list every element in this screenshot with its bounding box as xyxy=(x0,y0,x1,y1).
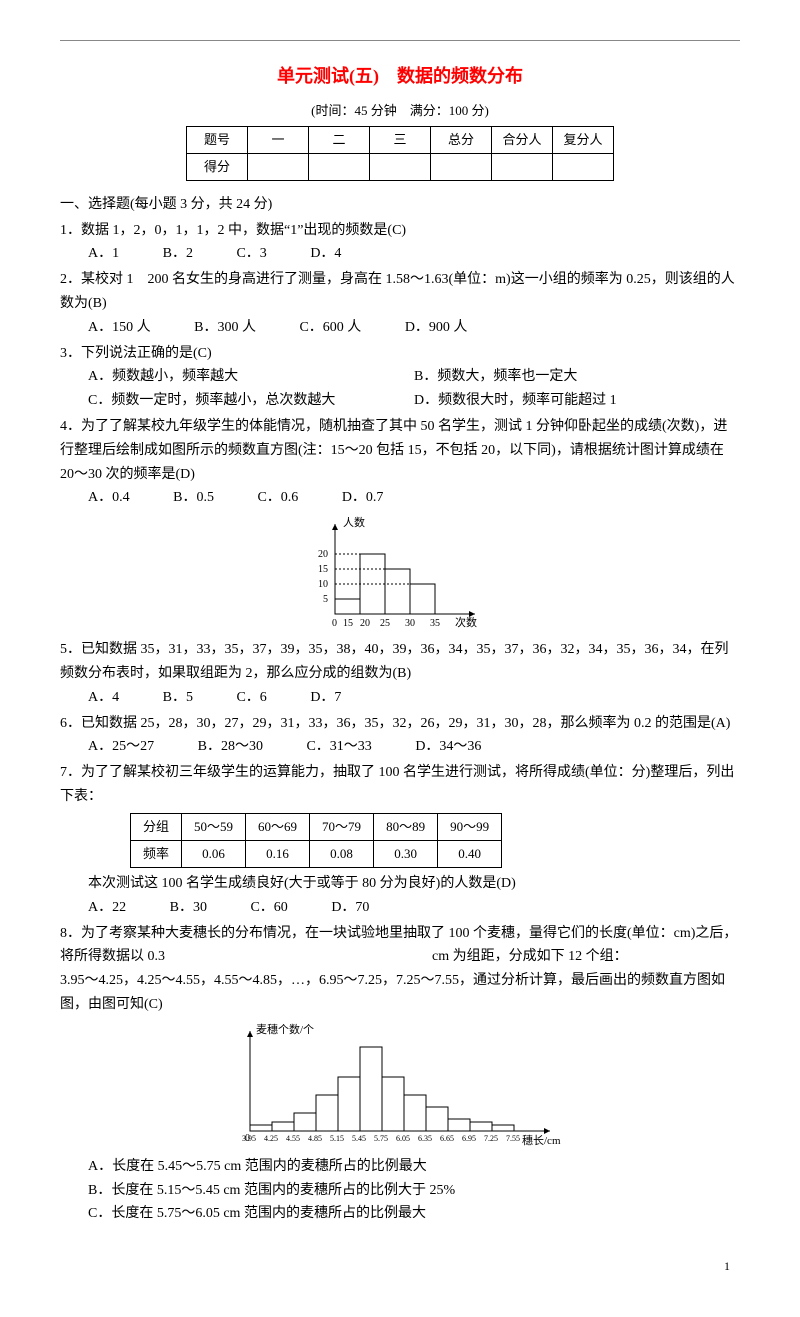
q6-options: A．25～27 B．28～30 C．31～33 D．34～36 xyxy=(60,735,740,759)
q7-options: A．22 B．30 C．60 D．70 xyxy=(60,896,740,920)
q8-histogram: 麦穗个数/个 穗长/cm 3.95 4.25 4.55 4.85 5.15 5.… xyxy=(230,1021,570,1151)
q7-table: 分组 50～59 60～69 70～79 80～89 90～99 频率 0.06… xyxy=(130,813,502,868)
q6: 6．已知数据 25，28，30，27，29，31，33，36，35，32，26，… xyxy=(60,712,740,760)
q6-stem: 6．已知数据 25，28，30，27，29，31，33，36，35，32，26，… xyxy=(60,712,740,736)
q2-options: A．150 人 B．300 人 C．600 人 D．900 人 xyxy=(60,316,740,340)
q4-histogram: 人数 次数 5 10 15 20 0 15 20 25 30 35 xyxy=(305,514,495,634)
xlabel: 穗长/cm xyxy=(522,1134,561,1147)
svg-text:0: 0 xyxy=(245,1133,250,1144)
page-number: 1 xyxy=(60,1256,740,1276)
q5: 5．已知数据 35，31，33，35，37，39，35，38，40，39，36，… xyxy=(60,638,740,709)
svg-text:10: 10 xyxy=(318,579,328,590)
ylabel: 人数 xyxy=(343,516,365,529)
table-row: 题号 一 二 三 总分 合分人 复分人 xyxy=(187,126,614,153)
q1-stem: 1．数据 1，2，0，1，1，2 中，数据“1”出现的频数是(C) xyxy=(60,219,740,243)
q8-stem3: 3.95～4.25，4.25～4.55，4.55～4.85，…，6.95～7.2… xyxy=(60,969,740,1017)
svg-text:6.05: 6.05 xyxy=(396,1134,410,1143)
svg-text:35: 35 xyxy=(430,618,440,629)
svg-text:25: 25 xyxy=(380,618,390,629)
q4-stem: 4．为了了解某校九年级学生的体能情况，随机抽查了其中 50 名学生，测试 1 分… xyxy=(60,415,740,486)
ylabel: 麦穗个数/个 xyxy=(256,1023,314,1036)
q2: 2．某校对 1 200 名女生的身高进行了测量，身高在 1.58～1.63(单位… xyxy=(60,268,740,339)
q2-stem: 2．某校对 1 200 名女生的身高进行了测量，身高在 1.58～1.63(单位… xyxy=(60,268,740,316)
svg-text:30: 30 xyxy=(405,618,415,629)
svg-text:4.85: 4.85 xyxy=(308,1134,322,1143)
q7-after: 本次测试这 100 名学生成绩良好(大于或等于 80 分为良好)的人数是(D) xyxy=(60,872,740,896)
svg-text:6.65: 6.65 xyxy=(440,1134,454,1143)
q8-options: A．长度在 5.45～5.75 cm 范围内的麦穗所占的比例最大 B．长度在 5… xyxy=(60,1155,740,1226)
svg-text:15: 15 xyxy=(343,618,353,629)
q7: 7．为了了解某校初三年级学生的运算能力，抽取了 100 名学生进行测试，将所得成… xyxy=(60,761,740,919)
table-row: 得分 xyxy=(187,153,614,180)
svg-text:6.95: 6.95 xyxy=(462,1134,476,1143)
q7-stem: 7．为了了解某校初三年级学生的运算能力，抽取了 100 名学生进行测试，将所得成… xyxy=(60,761,740,809)
q1: 1．数据 1，2，0，1，1，2 中，数据“1”出现的频数是(C) A．1 B．… xyxy=(60,219,740,267)
xlabel: 次数 xyxy=(455,615,477,629)
main-title: 单元测试(五) 数据的频数分布 xyxy=(60,61,740,92)
q3-stem: 3．下列说法正确的是(C) xyxy=(60,342,740,366)
q3-options: A．频数越小，频率越大 B．频数大，频率也一定大 C．频数一定时，频率越小，总次… xyxy=(60,365,740,413)
q4: 4．为了了解某校九年级学生的体能情况，随机抽查了其中 50 名学生，测试 1 分… xyxy=(60,415,740,634)
svg-text:7.25: 7.25 xyxy=(484,1134,498,1143)
q1-options: A．1 B．2 C．3 D．4 xyxy=(60,242,740,266)
q8-stem: 8．为了考察某种大麦穗长的分布情况，在一块试验地里抽取了 100 个麦穗，量得它… xyxy=(60,922,740,970)
svg-text:4.25: 4.25 xyxy=(264,1134,278,1143)
svg-text:5.75: 5.75 xyxy=(374,1134,388,1143)
svg-text:15: 15 xyxy=(318,564,328,575)
q5-stem: 5．已知数据 35，31，33，35，37，39，35，38，40，39，36，… xyxy=(60,638,740,686)
table-row: 分组 50～59 60～69 70～79 80～89 90～99 xyxy=(131,813,502,840)
section-header: 一、选择题(每小题 3 分，共 24 分) xyxy=(60,193,740,217)
q5-options: A．4 B．5 C．6 D．7 xyxy=(60,686,740,710)
svg-text:4.55: 4.55 xyxy=(286,1134,300,1143)
top-rule xyxy=(60,40,740,41)
svg-text:5.15: 5.15 xyxy=(330,1134,344,1143)
svg-text:5.45: 5.45 xyxy=(352,1134,366,1143)
subtitle: (时间：45 分钟 满分：100 分) xyxy=(60,100,740,122)
svg-text:20: 20 xyxy=(318,549,328,560)
svg-text:7.55: 7.55 xyxy=(506,1134,520,1143)
q8: 8．为了考察某种大麦穗长的分布情况，在一块试验地里抽取了 100 个麦穗，量得它… xyxy=(60,922,740,1227)
q4-options: A．0.4 B．0.5 C．0.6 D．0.7 xyxy=(60,486,740,510)
svg-text:6.35: 6.35 xyxy=(418,1134,432,1143)
svg-text:0: 0 xyxy=(332,618,337,629)
svg-text:20: 20 xyxy=(360,618,370,629)
score-table: 题号 一 二 三 总分 合分人 复分人 得分 xyxy=(186,126,614,181)
table-row: 频率 0.06 0.16 0.08 0.30 0.40 xyxy=(131,840,502,867)
bars xyxy=(250,1047,514,1131)
svg-text:5: 5 xyxy=(323,594,328,605)
q3: 3．下列说法正确的是(C) A．频数越小，频率越大 B．频数大，频率也一定大 C… xyxy=(60,342,740,413)
